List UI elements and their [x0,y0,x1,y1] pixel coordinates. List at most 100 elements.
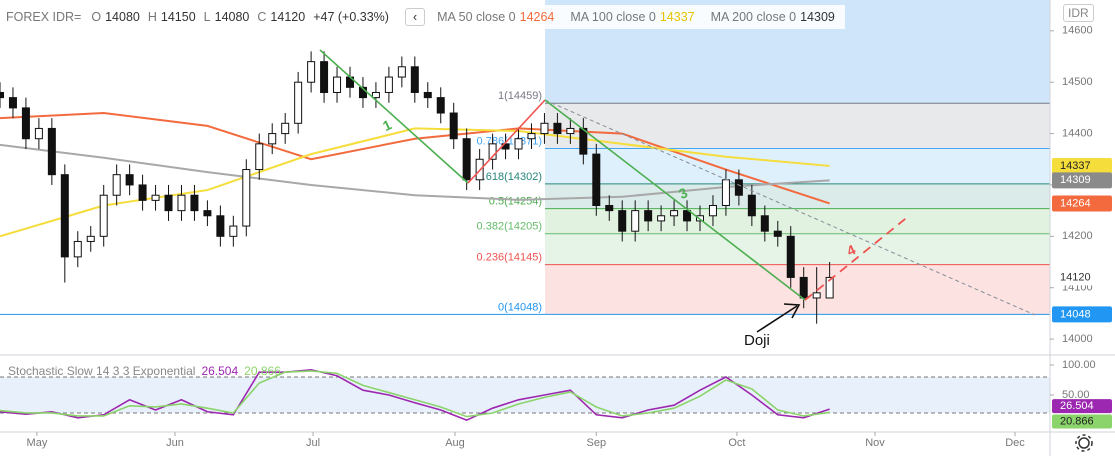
candle-body [605,204,614,212]
candle-body [229,225,238,237]
candle-body [825,276,834,299]
ma-name: MA 200 close 0 [710,10,797,24]
stoch-title: Stochastic Slow 14 3 3 Exponential [8,364,195,378]
candle-body [320,61,329,93]
fib-label: 0.236(14145) [477,251,542,263]
candle-body [812,292,821,299]
candle-body [255,143,264,171]
candle-body [138,184,147,201]
candle-body [670,210,679,217]
candle-body [34,127,43,140]
wave-label: 1 [380,116,394,134]
ohlc-key: O [91,10,102,24]
y-tick-label: 14400 [1062,127,1093,139]
y-tick-label: 100.00 [1062,359,1096,371]
ma-value: 14264 [519,10,555,24]
candle-body [436,97,445,114]
change: +47 (+0.33%) [313,10,389,24]
trend-line [544,99,1036,316]
candle-body [527,133,536,140]
candle-body [760,215,769,232]
candle-body [281,122,290,135]
y-tick-label: 50.00 [1062,389,1090,401]
candle-body [773,230,782,237]
candle-body [47,127,56,176]
candle-body [371,91,380,99]
candle-body [151,194,160,201]
candle-body [216,215,225,237]
currency-selector[interactable]: IDR [1063,4,1094,22]
candle-body [449,112,458,140]
price-tag-label: 14120 [1060,271,1091,283]
fib-label: 0.5(14254) [489,195,542,207]
wave-line [319,49,469,184]
price-tag-label: 14309 [1060,174,1091,186]
wave-line [544,99,806,301]
candle-body [333,76,342,93]
stoch-line [0,368,830,422]
x-tick-label: Jun [166,437,184,449]
candle-body [462,138,471,181]
ma-value: 14309 [800,10,835,24]
price-tag [1052,172,1112,189]
stoch-line [0,370,830,418]
drawings: 1 3 4 Doji [319,49,1036,349]
candle-body [540,122,549,135]
candle-body [708,204,717,217]
candle-body [553,122,562,135]
candle-body [657,215,666,222]
candle-body [190,194,199,212]
price-tag [1052,157,1112,174]
candle-body [514,138,523,150]
x-tick-label: Dec [1005,437,1025,449]
settings-icon[interactable] [1075,434,1093,452]
collapse-button[interactable]: ‹ [404,8,426,26]
price-tag [1052,195,1112,212]
arrow-head [783,303,801,319]
ohlc-value: 14080 [214,10,250,24]
y-tick-label: 14000 [1062,333,1093,345]
fib-zone [545,233,1050,265]
candle-body [721,179,730,206]
candle-body [734,179,743,196]
indicator-tag-label: 20.866 [1060,415,1094,427]
candle-body [0,91,4,99]
fib-label: 1(14459) [498,90,542,102]
wave-line [804,214,911,301]
fib-zone [545,208,1050,234]
candle-body [125,174,134,186]
y-tick-label: 14600 [1062,25,1093,37]
candle-body [86,235,95,242]
price-tag [1052,269,1112,286]
candle-body [786,235,795,278]
candle-body [8,97,17,109]
wave-line [467,99,546,184]
x-tick-label: Aug [445,437,465,449]
candle-body [618,210,627,232]
indicator-tag-label: 26.504 [1060,400,1094,412]
ohlc-key: H [147,10,157,24]
candle-body [242,169,251,227]
candle-body [397,66,406,78]
fib-label: 0.618(14302) [477,171,542,183]
price-tag-label: 14337 [1060,160,1091,172]
x-tick-label: Oct [728,437,745,449]
candle-body [566,127,575,135]
gear[interactable] [1078,437,1090,449]
candle-body [631,210,640,232]
stoch-band [0,376,1050,413]
candle-body [579,127,588,155]
ohlc-value: 14120 [270,10,306,24]
price-tag [1052,306,1112,323]
candle-body [683,210,692,222]
ohlc-key: L [203,10,211,24]
background-layer: 1(14459)0.786(14371)0.618(14302)0.5(1425… [0,0,1050,414]
candle-body [592,153,601,206]
candle-body [307,61,316,83]
candle-body [294,81,303,124]
stoch-value: 26.504 [201,364,238,378]
gear-teeth[interactable] [1075,434,1093,452]
candle-body [747,194,756,217]
plot-layer [0,51,834,422]
